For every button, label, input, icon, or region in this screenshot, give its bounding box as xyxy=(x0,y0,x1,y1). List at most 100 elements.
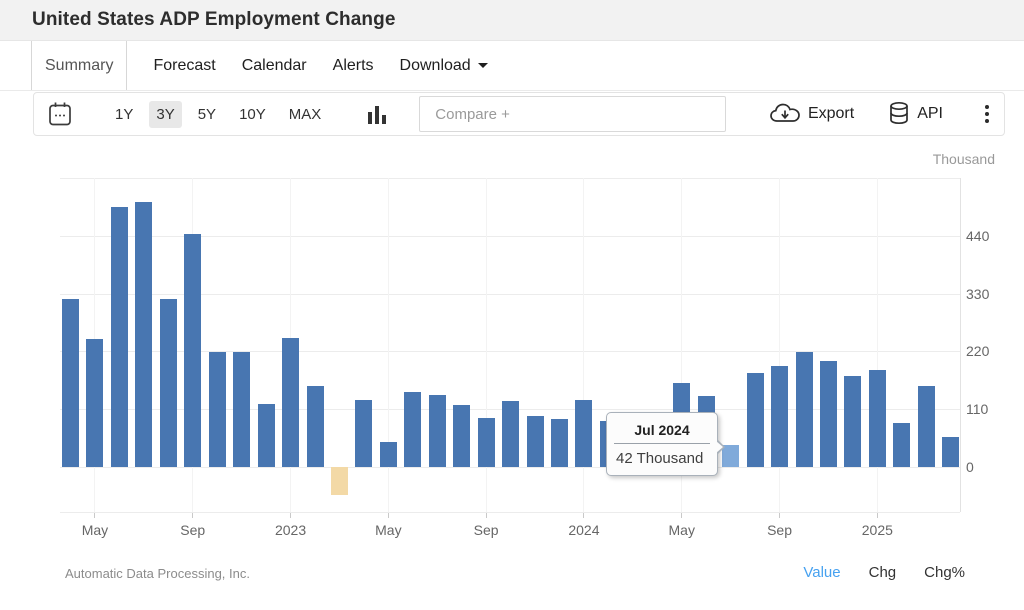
gridline-vertical xyxy=(779,178,781,512)
chart-bar[interactable] xyxy=(795,352,813,467)
x-axis-label: 2025 xyxy=(861,522,893,538)
chart-bar[interactable] xyxy=(379,441,397,467)
gridline-vertical xyxy=(485,178,487,512)
kebab-menu-icon[interactable] xyxy=(985,104,989,125)
footer-link-chg[interactable]: Chg xyxy=(868,564,897,581)
tab-label: Forecast xyxy=(153,56,216,74)
page-title: United States ADP Employment Change xyxy=(32,9,396,30)
chart-bar[interactable] xyxy=(135,201,153,467)
x-axis-tick xyxy=(192,512,194,518)
chart-bar[interactable] xyxy=(893,423,911,467)
y-axis-label: 0 xyxy=(966,459,974,475)
chart-bar[interactable] xyxy=(355,400,373,467)
chart-bar[interactable] xyxy=(257,404,275,467)
range-selector: 1Y 3Y 5Y 10Y MAX xyxy=(108,100,337,128)
tooltip-value: 42 Thousand xyxy=(616,450,704,467)
chart-bar[interactable] xyxy=(917,386,935,467)
tab-summary[interactable]: Summary xyxy=(31,41,128,90)
toolbar-right-group: Export API xyxy=(769,101,989,127)
tab-label: Alerts xyxy=(332,56,374,74)
chart-bar[interactable] xyxy=(746,373,764,467)
tooltip-title: Jul 2024 xyxy=(634,422,690,438)
chart-bar[interactable] xyxy=(526,416,544,467)
chart-bar[interactable] xyxy=(86,339,104,467)
chart-bar[interactable] xyxy=(184,234,202,467)
calendar-icon[interactable] xyxy=(48,101,72,127)
chart-bar[interactable] xyxy=(722,444,740,467)
x-axis-label: Sep xyxy=(473,522,499,538)
title-bar: United States ADP Employment Change xyxy=(0,0,1024,41)
gridline-horizontal xyxy=(60,351,960,353)
gridline-horizontal xyxy=(60,293,960,295)
x-axis-label: 2024 xyxy=(568,522,600,538)
chart-bar[interactable] xyxy=(551,419,568,467)
plot-right-border xyxy=(960,178,961,512)
gridline-horizontal xyxy=(60,178,960,179)
compare-input[interactable] xyxy=(419,96,727,132)
chart-bar[interactable] xyxy=(110,207,128,467)
tab-forecast[interactable]: Forecast xyxy=(153,41,215,90)
gridline-vertical xyxy=(387,178,389,512)
y-axis-label: 220 xyxy=(966,343,990,360)
chart-bar[interactable] xyxy=(306,386,324,467)
gridline-vertical xyxy=(681,178,683,512)
tab-download[interactable]: Download xyxy=(400,41,488,90)
tab-calendar[interactable]: Calendar xyxy=(242,41,307,90)
tab-label: Summary xyxy=(45,56,114,74)
chart-type-icon[interactable] xyxy=(367,103,387,125)
caret-down-icon xyxy=(477,63,488,68)
export-cloud-icon xyxy=(769,102,801,126)
chart-bar[interactable] xyxy=(233,351,251,467)
x-axis-label: 2023 xyxy=(274,522,307,538)
chart-bar[interactable] xyxy=(575,400,593,467)
api-label: API xyxy=(917,105,943,122)
tab-label: Download xyxy=(399,56,471,74)
x-axis-tick xyxy=(94,512,96,518)
x-axis-tick xyxy=(876,512,878,518)
chart-bar[interactable] xyxy=(477,418,495,467)
source-attribution: Automatic Data Processing, Inc. xyxy=(65,566,250,581)
x-axis-tick xyxy=(290,512,292,518)
x-axis-label: May xyxy=(375,522,402,538)
x-axis-tick xyxy=(387,512,389,518)
footer-link-value[interactable]: Value xyxy=(803,564,841,581)
y-axis-label: 440 xyxy=(966,227,990,244)
chart-bar[interactable] xyxy=(330,467,348,496)
range-button-1y[interactable]: 1Y xyxy=(115,105,134,123)
chart-bar[interactable] xyxy=(208,352,226,467)
chart-bar[interactable] xyxy=(942,436,960,467)
chart-plot-area xyxy=(60,178,961,518)
x-axis-tick xyxy=(681,512,683,518)
x-axis-label: May xyxy=(668,522,695,538)
gridline-vertical xyxy=(583,178,585,512)
tab-alerts[interactable]: Alerts xyxy=(333,41,374,90)
export-button[interactable]: Export xyxy=(769,102,854,126)
chart-bar[interactable] xyxy=(771,365,789,467)
chart-bar[interactable] xyxy=(502,400,520,467)
x-axis-tick xyxy=(485,512,487,518)
export-label: Export xyxy=(807,105,855,122)
range-button-3y[interactable]: 3Y xyxy=(149,100,182,128)
chart-bar[interactable] xyxy=(282,338,300,467)
chart-bar[interactable] xyxy=(159,298,177,467)
range-button-max[interactable]: MAX xyxy=(288,105,322,123)
chart-bar[interactable] xyxy=(404,391,422,467)
chart-bar[interactable] xyxy=(428,395,446,467)
chart-bar[interactable] xyxy=(868,369,886,467)
footer-link-chgpct[interactable]: Chg% xyxy=(924,564,965,581)
x-axis-tick xyxy=(779,512,781,518)
api-button[interactable]: API xyxy=(888,101,943,127)
chart-bar[interactable] xyxy=(62,298,79,467)
chart-bar[interactable] xyxy=(453,404,471,467)
gridline-horizontal xyxy=(60,235,960,237)
range-button-10y[interactable]: 10Y xyxy=(239,105,266,123)
x-axis-label: May xyxy=(81,522,109,538)
x-axis-line xyxy=(60,512,960,513)
x-axis-label: Sep xyxy=(767,522,793,538)
chart-bar[interactable] xyxy=(844,376,862,467)
range-button-5y[interactable]: 5Y xyxy=(197,105,217,123)
x-axis-label: Sep xyxy=(180,522,206,538)
chart-bar[interactable] xyxy=(819,360,837,467)
footer-view-switcher: Value Chg Chg% xyxy=(775,564,965,581)
